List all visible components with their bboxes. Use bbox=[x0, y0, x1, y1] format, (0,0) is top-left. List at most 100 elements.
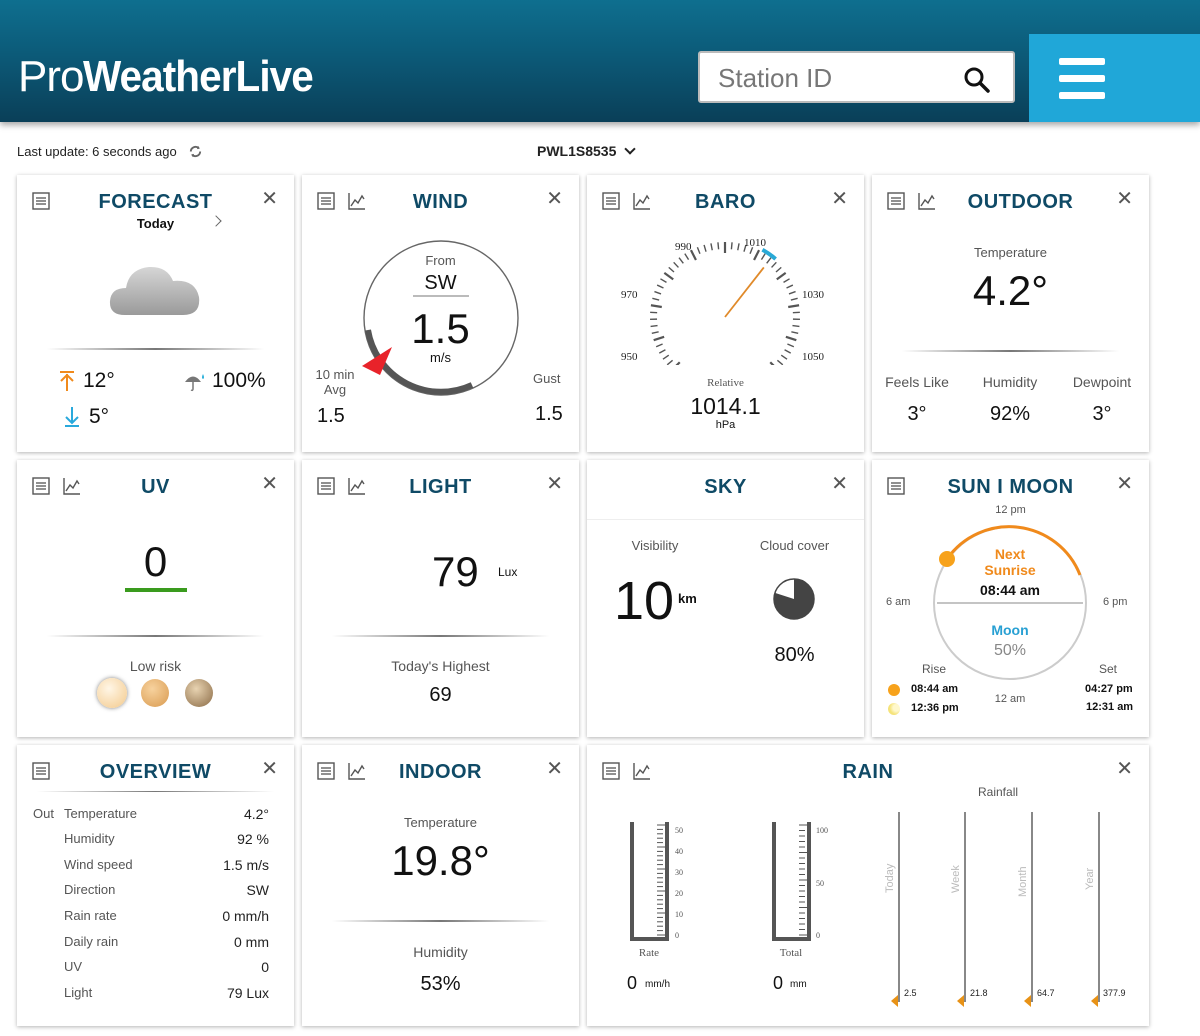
indoor-temp: 19.8° bbox=[391, 837, 490, 884]
baro-tick bbox=[666, 359, 674, 365]
wind-gust-label: Gust bbox=[533, 371, 561, 386]
rate-tick: 20 bbox=[675, 889, 683, 898]
outdoor-temp: 4.2° bbox=[972, 267, 1049, 314]
card-title: INDOOR bbox=[399, 761, 482, 783]
card-title: SKY bbox=[704, 476, 747, 498]
sun-arc bbox=[933, 525, 1087, 680]
chart-icon[interactable] bbox=[63, 477, 81, 495]
station-id-input[interactable] bbox=[718, 61, 958, 95]
baro-tick bbox=[787, 343, 795, 348]
close-icon[interactable]: ✕ bbox=[1116, 188, 1133, 210]
list-icon[interactable] bbox=[317, 477, 335, 495]
wind-card: WIND ✕ From SW 1.5 m/s 10 min Avg 1.5 Gus… bbox=[302, 175, 579, 452]
refresh-icon[interactable] bbox=[188, 144, 203, 159]
baro-tick bbox=[651, 331, 659, 335]
baro-tick-label: 1050 bbox=[802, 351, 824, 363]
list-icon[interactable] bbox=[602, 762, 620, 780]
baro-needle bbox=[724, 266, 765, 318]
baro-tick bbox=[786, 284, 794, 289]
total-tick: 100 bbox=[816, 826, 828, 835]
search-icon[interactable] bbox=[963, 66, 991, 94]
close-icon[interactable]: ✕ bbox=[546, 188, 563, 210]
baro-tick bbox=[653, 335, 665, 342]
close-icon[interactable]: ✕ bbox=[1116, 758, 1133, 780]
rainfall-marker bbox=[957, 995, 964, 1007]
set-label: Set bbox=[1099, 662, 1118, 676]
baro-tick bbox=[790, 297, 798, 301]
time-12pm: 12 pm bbox=[995, 504, 1026, 516]
baro-tick bbox=[650, 304, 662, 309]
close-icon[interactable]: ✕ bbox=[261, 473, 278, 495]
sun-moon-card: SUN I MOON ✕ 12 pm 6 am 6 pm Next Sunrise… bbox=[872, 460, 1149, 737]
chart-icon[interactable] bbox=[348, 477, 366, 495]
chart-icon[interactable] bbox=[348, 192, 366, 210]
list-icon[interactable] bbox=[887, 192, 905, 210]
skin-tone-medium bbox=[141, 679, 169, 707]
cloud-cover-wedge bbox=[774, 579, 814, 619]
logo[interactable]: ProWeatherLive bbox=[18, 52, 314, 101]
baro-tick bbox=[760, 253, 766, 260]
sun-rise-time: 08:44 am bbox=[911, 683, 959, 695]
chart-icon[interactable] bbox=[633, 192, 651, 210]
close-icon[interactable]: ✕ bbox=[261, 758, 278, 780]
station-selector[interactable]: PWL1S8535 bbox=[537, 143, 636, 159]
forecast-card: FORECAST ✕ Today 12° 100% 5° bbox=[17, 175, 294, 452]
rain-tube bbox=[630, 822, 669, 941]
baro-tick bbox=[743, 244, 747, 252]
time-6pm: 6 pm bbox=[1103, 596, 1128, 608]
baro-tick bbox=[737, 243, 740, 251]
card-title: OUTDOOR bbox=[967, 191, 1074, 213]
rainfall-value: 377.9 bbox=[1103, 988, 1126, 998]
baro-tick bbox=[776, 359, 784, 365]
humidity-label: Humidity bbox=[982, 374, 1038, 390]
baro-tick bbox=[769, 361, 775, 365]
light-value: 79 bbox=[432, 548, 479, 595]
baro-tick bbox=[771, 261, 777, 268]
light-highest-label: Today's Highest bbox=[391, 658, 490, 674]
rate-label: Rate bbox=[638, 947, 660, 959]
close-icon[interactable]: ✕ bbox=[546, 473, 563, 495]
close-icon[interactable]: ✕ bbox=[1116, 473, 1133, 495]
visibility-label: Visibility bbox=[631, 538, 679, 553]
app-header: ProWeatherLive bbox=[0, 0, 1200, 122]
hamburger-line bbox=[1059, 75, 1105, 82]
rain-card: RAIN ✕ 50 40 30 20 10 0 Rate 0 mm/h 100 … bbox=[587, 745, 1149, 1026]
dewpoint-label: Dewpoint bbox=[1072, 374, 1132, 390]
arrow-up-icon bbox=[60, 371, 74, 391]
station-search bbox=[698, 51, 1015, 103]
next-event-time: 08:44 am bbox=[980, 582, 1040, 598]
list-icon[interactable] bbox=[602, 192, 620, 210]
list-icon[interactable] bbox=[32, 192, 50, 210]
rate-tick: 0 bbox=[675, 931, 679, 940]
chart-icon[interactable] bbox=[633, 762, 651, 780]
baro-tick bbox=[652, 297, 660, 301]
menu-button[interactable] bbox=[1029, 34, 1200, 122]
list-icon[interactable] bbox=[32, 477, 50, 495]
baro-range-arc bbox=[761, 247, 777, 261]
visibility-unit: km bbox=[678, 591, 697, 606]
close-icon[interactable]: ✕ bbox=[261, 188, 278, 210]
card-title: LIGHT bbox=[409, 476, 472, 498]
uv-card: UV ✕ 0 Low risk bbox=[17, 460, 294, 737]
rate-tick: 30 bbox=[675, 868, 683, 877]
list-icon[interactable] bbox=[317, 192, 335, 210]
overview-out-label: Out bbox=[33, 806, 54, 821]
chevron-down-icon bbox=[624, 143, 636, 155]
wind-unit: m/s bbox=[430, 350, 451, 365]
close-icon[interactable]: ✕ bbox=[546, 758, 563, 780]
sun-set-time: 04:27 pm bbox=[1085, 683, 1133, 695]
baro-tick bbox=[717, 242, 720, 250]
overview-card: OVERVIEW ✕ Out Temperature 4.2° Humidity 9… bbox=[17, 745, 294, 1026]
chart-icon[interactable] bbox=[348, 762, 366, 780]
close-icon[interactable]: ✕ bbox=[831, 188, 848, 210]
close-icon[interactable]: ✕ bbox=[831, 473, 848, 495]
list-icon[interactable] bbox=[887, 477, 905, 495]
baro-tick-label: 970 bbox=[621, 289, 638, 301]
baro-tick bbox=[689, 249, 697, 261]
baro-tick-label: 1030 bbox=[802, 289, 824, 301]
list-icon[interactable] bbox=[32, 762, 50, 780]
baro-tick bbox=[788, 304, 800, 309]
rainfall-label: Rainfall bbox=[978, 785, 1019, 799]
list-icon[interactable] bbox=[317, 762, 335, 780]
chart-icon[interactable] bbox=[918, 192, 936, 210]
